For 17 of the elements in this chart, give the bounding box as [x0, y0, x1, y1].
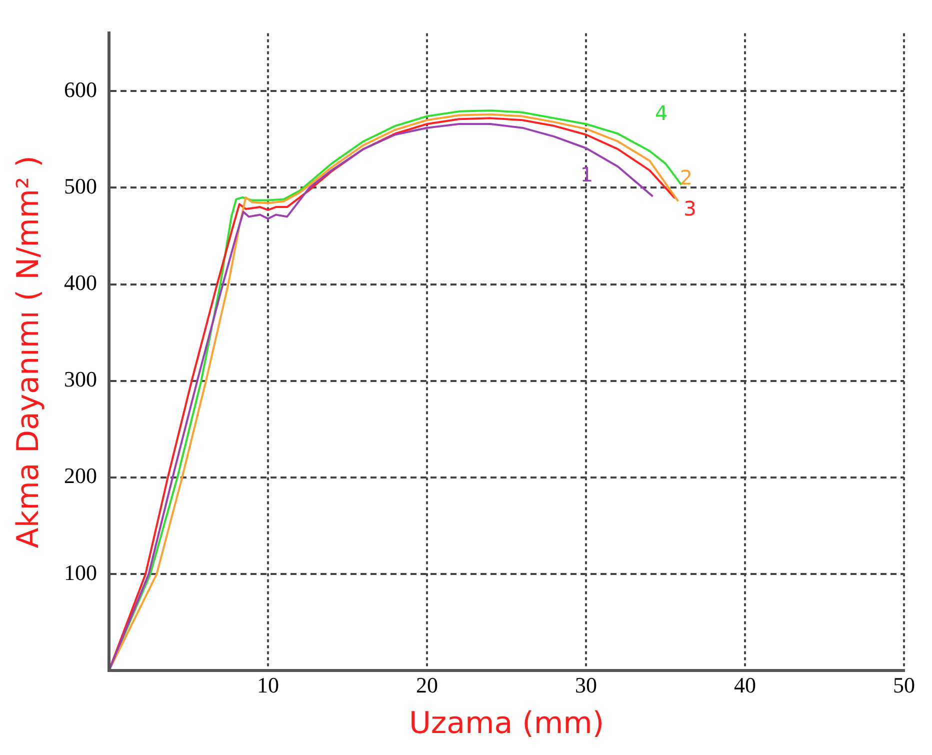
x-tick-label: 20	[416, 672, 438, 698]
series-label: 2	[680, 165, 693, 190]
y-tick-label: 400	[64, 270, 97, 296]
x-tick-label: 10	[257, 672, 279, 698]
series-label: 1	[580, 162, 594, 187]
series-label: 4	[655, 101, 668, 126]
y-tick-label: 500	[64, 174, 97, 198]
y-tick-label: 600	[64, 76, 97, 102]
y-tick-label: 300	[64, 366, 97, 392]
x-tick-label: 30	[575, 672, 597, 698]
y-axis-title: Akma Dayanımı ( N/mm² )	[10, 156, 46, 548]
series-label: 3	[684, 196, 696, 221]
x-tick-label: 50	[893, 672, 915, 698]
y-tick-label: 200	[64, 463, 97, 488]
x-axis-title: Uzama (mm)	[408, 706, 604, 741]
y-tick-label: 100	[64, 560, 97, 585]
x-tick-label: 40	[734, 672, 756, 698]
